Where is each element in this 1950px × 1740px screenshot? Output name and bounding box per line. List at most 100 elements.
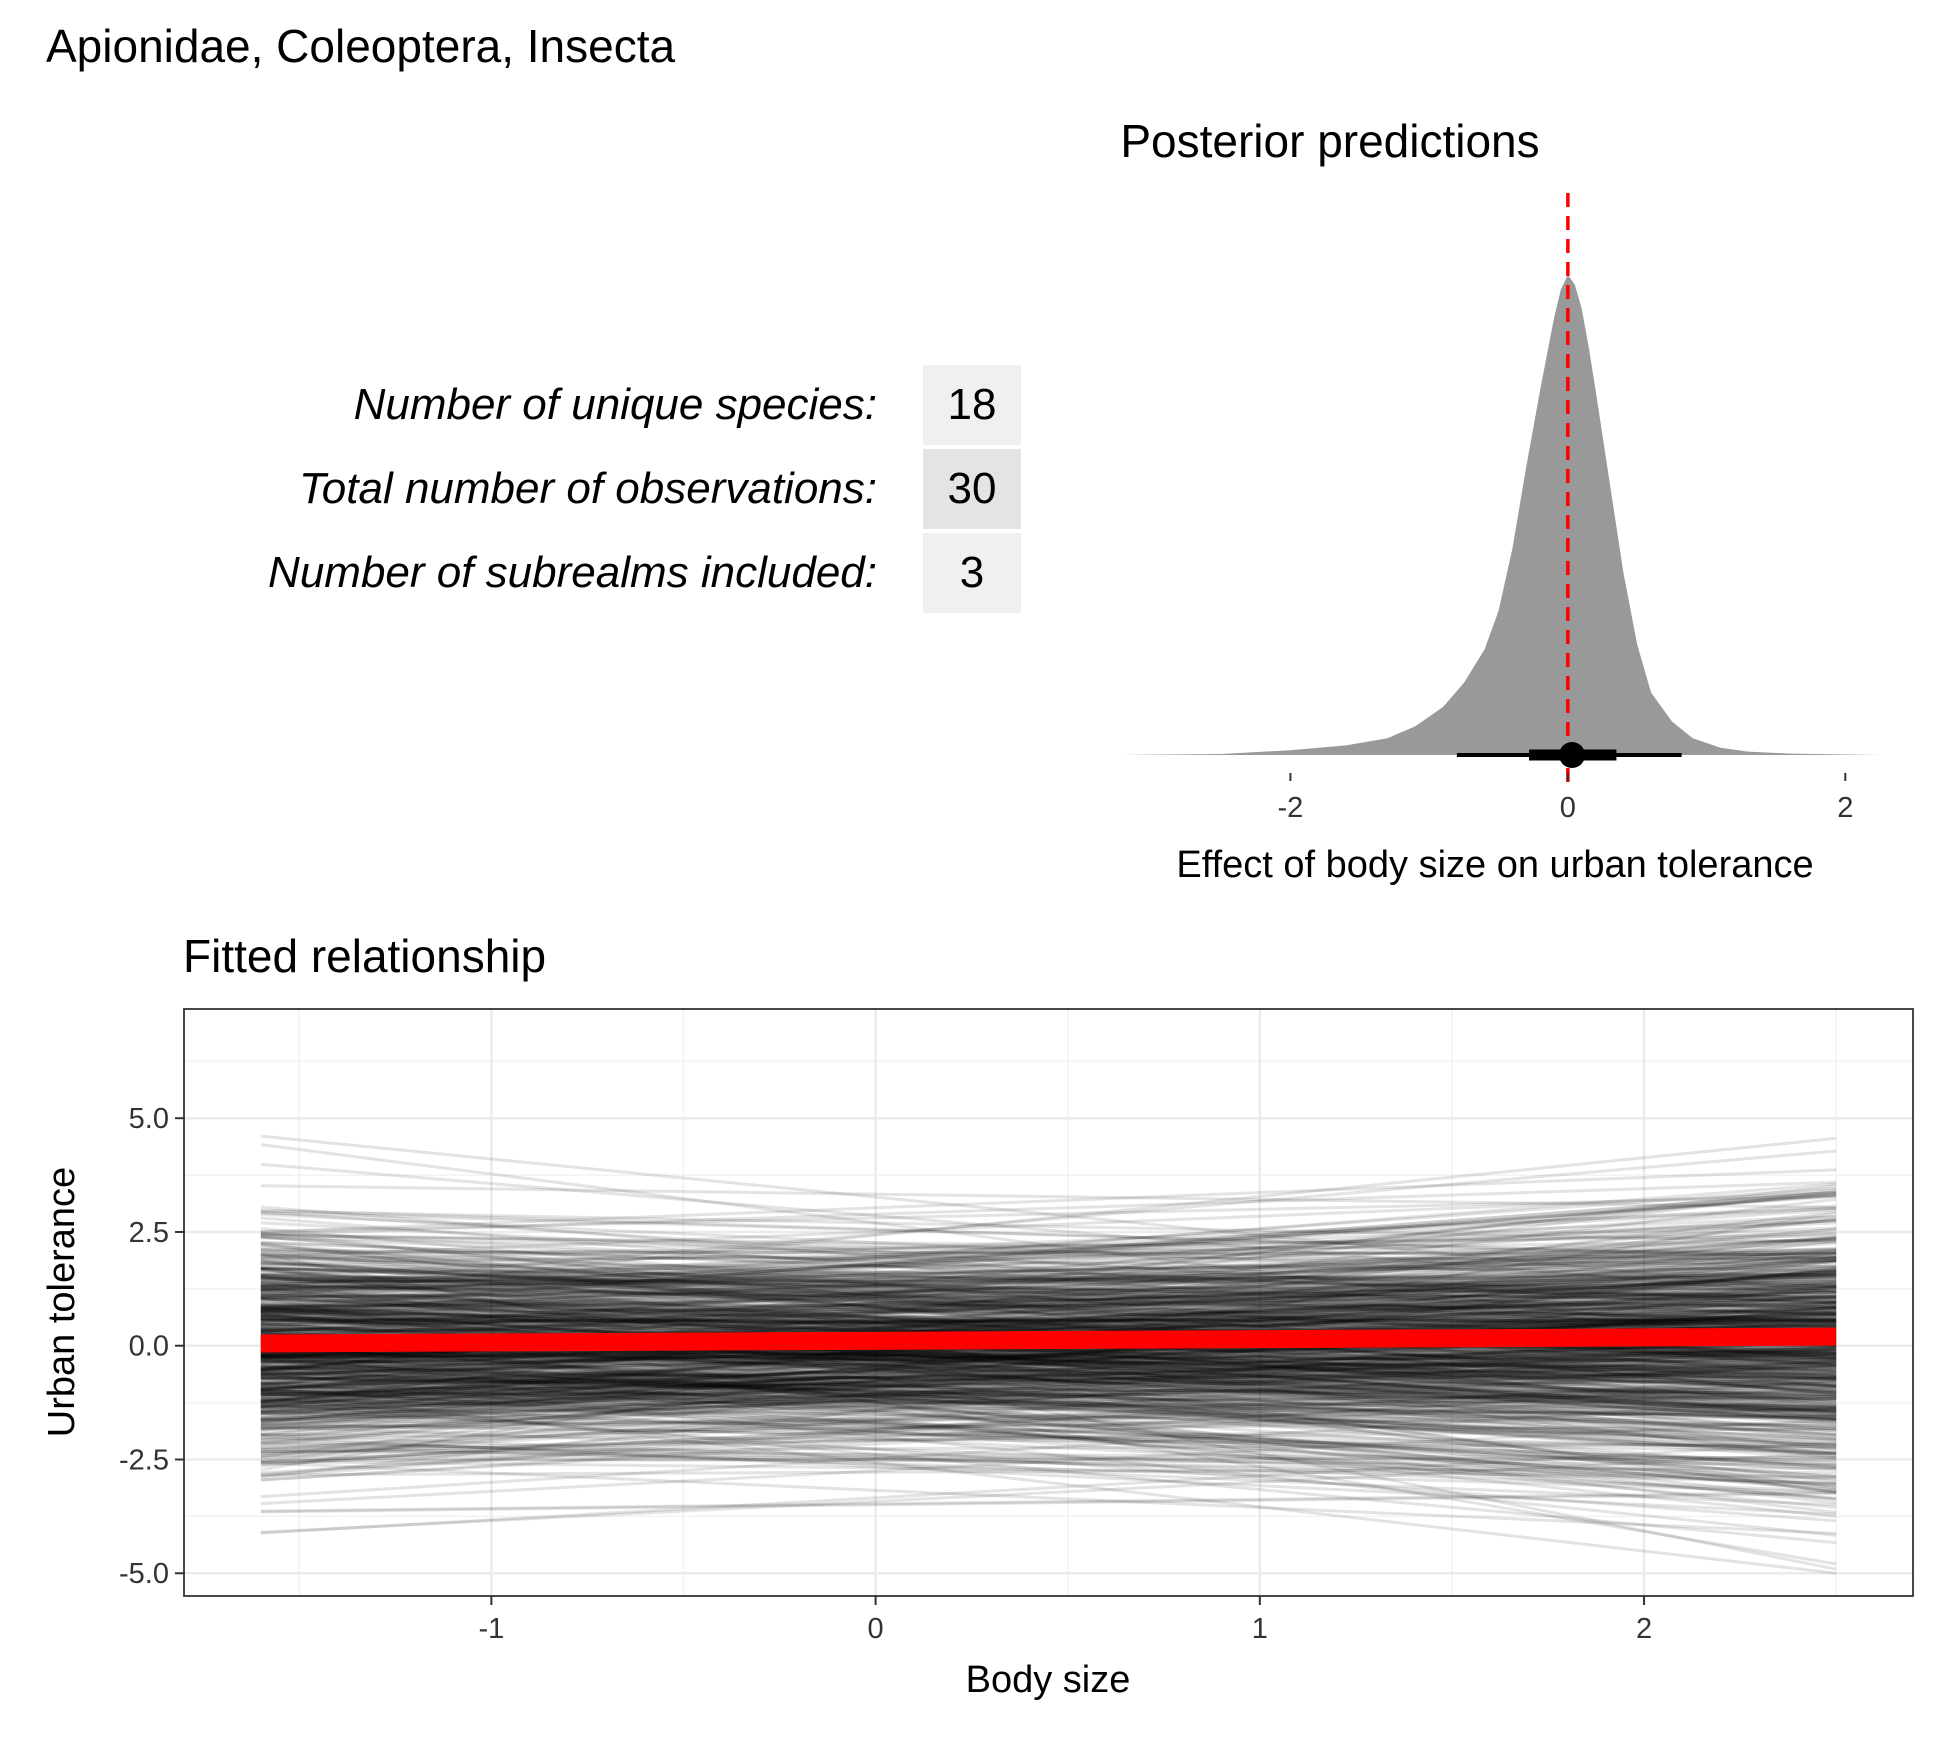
posterior-draw	[260, 1275, 1837, 1284]
posterior-draw	[260, 1249, 1837, 1395]
posterior-draw	[260, 1441, 1837, 1475]
posterior-draw	[260, 1208, 1837, 1315]
posterior-draw	[260, 1208, 1837, 1261]
posterior-draw	[260, 1240, 1837, 1314]
posterior-draw	[260, 1456, 1837, 1466]
posterior-draw	[260, 1314, 1837, 1386]
posterior-draw	[260, 1354, 1837, 1380]
posterior-draw	[260, 1365, 1837, 1399]
posterior-draw	[260, 1311, 1837, 1331]
posterior-draw	[260, 1291, 1837, 1366]
posterior-draw	[260, 1282, 1837, 1322]
posterior-draw	[260, 1248, 1837, 1263]
posterior-draw	[260, 1314, 1837, 1405]
posterior-draw	[260, 1309, 1837, 1407]
posterior-draw	[260, 1386, 1837, 1482]
posterior-draw	[260, 1492, 1837, 1514]
posterior-draw	[260, 1317, 1837, 1322]
posterior-draw	[260, 1313, 1837, 1395]
posterior-draw	[260, 1252, 1837, 1310]
posterior-draw	[260, 1267, 1837, 1293]
fitted-line-group	[260, 1327, 1837, 1353]
posterior-draw	[260, 1375, 1837, 1465]
posterior-draw	[260, 1375, 1837, 1380]
posterior-draw	[260, 1339, 1837, 1420]
posterior-draw	[260, 1258, 1837, 1346]
fit-panel-border	[183, 1008, 1914, 1597]
posterior-draw	[260, 1326, 1837, 1445]
posterior-draw	[260, 1277, 1837, 1309]
posterior-draw	[260, 1134, 1837, 1294]
posterior-draw	[260, 1360, 1837, 1405]
posterior-draw	[260, 1441, 1837, 1535]
posterior-draw	[260, 1466, 1837, 1477]
posterior-draw	[260, 1356, 1837, 1392]
posterior-draw	[260, 1376, 1837, 1409]
posterior-draw	[260, 1351, 1837, 1364]
posterior-draw	[260, 1355, 1837, 1388]
posterior-draw	[260, 1267, 1837, 1494]
posterior-draw	[260, 1273, 1837, 1292]
fit-y-label: Urban tolerance	[41, 1167, 83, 1437]
posterior-draw	[260, 1359, 1837, 1492]
posterior-draw	[260, 1371, 1837, 1537]
posterior-draw	[260, 1352, 1837, 1369]
posterior-draw	[260, 1283, 1837, 1315]
posterior-draw	[260, 1194, 1837, 1309]
posterior-draw	[260, 1453, 1837, 1462]
posterior-draw	[260, 1207, 1837, 1291]
posterior-draw	[260, 1318, 1837, 1323]
posterior-draw	[260, 1308, 1837, 1409]
posterior-draw	[260, 1276, 1837, 1385]
posterior-draw	[260, 1313, 1837, 1415]
posterior-draw	[260, 1347, 1837, 1414]
posterior-draw	[260, 1349, 1837, 1437]
posterior-draw	[260, 1354, 1837, 1362]
posterior-draw	[260, 1303, 1837, 1308]
posterior-draw	[260, 1219, 1837, 1323]
posterior-draw	[260, 1283, 1837, 1330]
posterior-draw	[260, 1231, 1837, 1310]
posterior-draw	[260, 1255, 1837, 1305]
posterior-draw	[260, 1344, 1837, 1399]
posterior-draw	[260, 1234, 1837, 1257]
posterior-draw	[260, 1215, 1837, 1319]
fitted-relationship-chart: Fitted relationship -1 0 1 2 -5.0 -2.5 0.0 2.5 5…	[41, 930, 1914, 1701]
posterior-draw	[260, 1294, 1837, 1298]
posterior-draw	[260, 1397, 1837, 1442]
posterior-draw	[260, 1352, 1837, 1401]
point-estimate	[1559, 742, 1586, 768]
posterior-draw	[260, 1303, 1837, 1424]
posterior-draw	[260, 1284, 1837, 1495]
posterior-draw	[260, 1374, 1837, 1404]
posterior-draw	[260, 1365, 1837, 1397]
posterior-draw	[260, 1239, 1837, 1420]
posterior-draw	[260, 1374, 1837, 1391]
posterior-draw	[260, 1184, 1837, 1209]
fit-title: Fitted relationship	[183, 930, 546, 982]
posterior-draw	[260, 1277, 1837, 1370]
y-tick-label: 0.0	[129, 1331, 169, 1363]
posterior-draw	[260, 1297, 1837, 1329]
posterior-draw	[260, 1359, 1837, 1448]
posterior-draw	[260, 1228, 1837, 1333]
posterior-draw	[260, 1252, 1837, 1571]
stat-value: 18	[923, 365, 1021, 445]
posterior-draw	[260, 1349, 1837, 1413]
posterior-draw	[260, 1345, 1837, 1365]
posterior-draw	[260, 1256, 1837, 1261]
posterior-draw	[260, 1359, 1837, 1456]
posterior-draw	[260, 1379, 1837, 1482]
posterior-draw	[260, 1316, 1837, 1334]
posterior-draw	[260, 1370, 1837, 1432]
posterior-draw	[260, 1355, 1837, 1364]
posterior-draw	[260, 1243, 1837, 1377]
posterior-draw	[260, 1283, 1837, 1464]
posterior-draw	[260, 1349, 1837, 1380]
posterior-draw	[260, 1303, 1837, 1440]
posterior-draw	[260, 1266, 1837, 1339]
posterior-draw	[260, 1271, 1837, 1371]
posterior-draw	[260, 1162, 1837, 1298]
posterior-draw	[260, 1273, 1837, 1309]
posterior-draw	[260, 1182, 1837, 1308]
